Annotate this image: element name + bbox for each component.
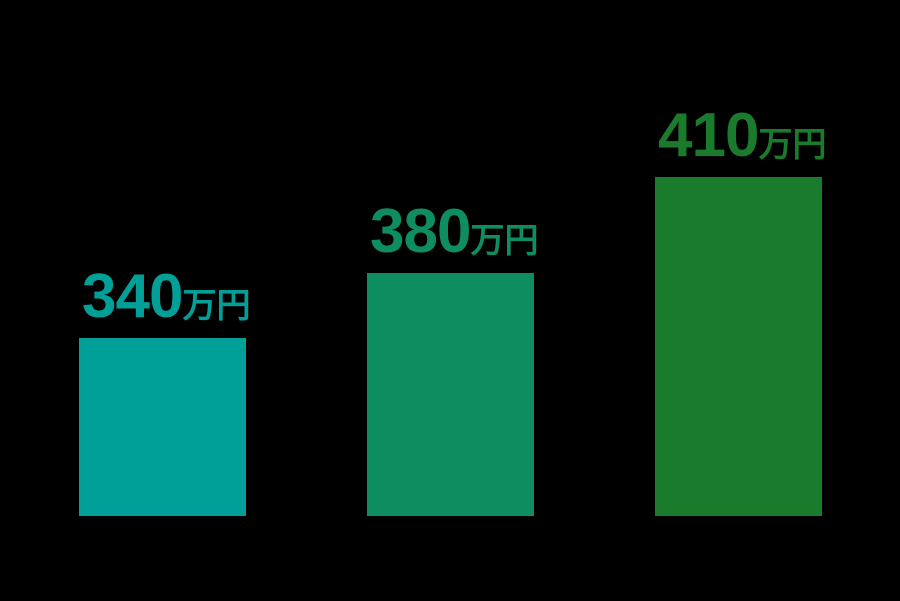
bar-unit: 万円: [470, 222, 539, 260]
bar-group: 380万円: [367, 201, 538, 516]
bar-group: 410万円: [655, 105, 826, 516]
bar-group: 340万円: [79, 266, 250, 516]
bar-value-label: 380万円: [367, 201, 538, 263]
bar-value: 340: [82, 262, 183, 331]
bar: [79, 338, 246, 516]
bar-value-label: 340万円: [79, 266, 250, 328]
bar: [367, 273, 534, 516]
bar-value: 410: [658, 101, 759, 170]
bar-value-label: 410万円: [655, 105, 826, 167]
bar: [655, 177, 822, 516]
bar-unit: 万円: [758, 126, 827, 164]
bar-value: 380: [370, 197, 471, 266]
bar-unit: 万円: [182, 287, 251, 325]
